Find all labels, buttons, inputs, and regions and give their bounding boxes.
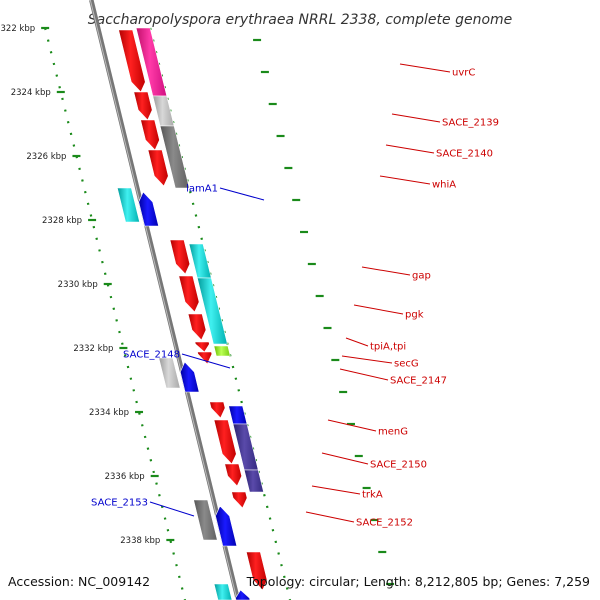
ruler-tick-label: 2332 kbp bbox=[73, 344, 113, 354]
map-title: Saccharopolyspora erythraea NRRL 2338, c… bbox=[88, 12, 513, 28]
gene-label-forward: gap bbox=[412, 271, 431, 282]
ruler-tick-label: 2334 kbp bbox=[89, 408, 129, 418]
gene-feature bbox=[147, 149, 169, 187]
ruler-tick-label: 2338 kbp bbox=[120, 536, 160, 546]
gene-label-forward: menG bbox=[378, 427, 408, 438]
gene-feature bbox=[194, 341, 210, 353]
ruler: 2322 kbp 2324 kbp 2326 kbp 2328 kbp 2330 kbp… bbox=[0, 24, 395, 586]
gene-feature bbox=[179, 361, 200, 393]
gene-features bbox=[116, 27, 268, 600]
gene-feature bbox=[245, 551, 268, 591]
gene-feature bbox=[187, 313, 207, 341]
gene-feature bbox=[133, 91, 153, 121]
gene-feature bbox=[243, 469, 264, 493]
accession-text: Accession: NC_009142 bbox=[8, 574, 150, 589]
gene-feature bbox=[118, 29, 146, 93]
leader-line bbox=[219, 187, 265, 201]
gene-feature bbox=[215, 505, 238, 547]
leader-line bbox=[399, 63, 451, 73]
gene-label-forward: pgk bbox=[405, 310, 424, 321]
gene-label-forward: SACE_2150 bbox=[370, 460, 427, 471]
gene-feature bbox=[140, 119, 160, 151]
gene-feature bbox=[232, 423, 259, 471]
ruler-tick-label: 2326 kbp bbox=[26, 152, 66, 162]
gene-feature bbox=[235, 589, 251, 600]
ruler-tick-label: 2336 kbp bbox=[105, 472, 145, 482]
gene-feature bbox=[213, 583, 233, 600]
gene-feature bbox=[213, 419, 237, 465]
leader-line bbox=[385, 144, 435, 154]
gene-feature bbox=[138, 191, 159, 227]
gene-label-forward: secG bbox=[394, 359, 419, 370]
gene-feature bbox=[197, 351, 213, 365]
leader-line bbox=[321, 452, 369, 465]
gene-feature bbox=[231, 491, 248, 509]
label-leader-lines bbox=[149, 63, 451, 523]
gene-feature bbox=[224, 463, 243, 487]
genome-summary-text: Topology: circular; Length: 8,212,805 bp… bbox=[246, 574, 590, 589]
ruler-tick-label: 2324 kbp bbox=[11, 88, 51, 98]
gene-label-forward: SACE_2139 bbox=[442, 118, 499, 129]
gene-labels: uvrC SACE_2139 SACE_2140 whiA gap pgk tpiA,tpi… bbox=[91, 68, 499, 529]
leader-line bbox=[341, 355, 393, 364]
leader-line bbox=[353, 304, 404, 315]
leader-line bbox=[149, 501, 195, 517]
backbone-line bbox=[89, 0, 241, 600]
gene-feature bbox=[159, 125, 190, 189]
leader-line bbox=[345, 337, 369, 347]
gene-feature bbox=[178, 275, 200, 313]
gene-feature bbox=[228, 405, 248, 425]
leader-line bbox=[305, 511, 355, 523]
leader-line bbox=[379, 175, 431, 185]
gene-label-forward: tpiA,tpi bbox=[370, 342, 406, 353]
gene-feature bbox=[158, 357, 181, 389]
gene-label-forward: SACE_2152 bbox=[356, 518, 413, 529]
gene-label-forward: SACE_2147 bbox=[390, 376, 447, 387]
leader-line bbox=[327, 419, 377, 432]
gene-feature bbox=[169, 239, 191, 275]
gene-label-reverse: SACE_2153 bbox=[91, 498, 148, 509]
gene-feature bbox=[213, 345, 231, 357]
gene-label-forward: whiA bbox=[432, 180, 456, 191]
leader-line bbox=[391, 113, 441, 123]
genome-backbone bbox=[89, 0, 241, 600]
gene-feature bbox=[209, 401, 226, 419]
ruler-tick-label: 2330 kbp bbox=[58, 280, 98, 290]
gene-label-reverse: lamA1 bbox=[186, 184, 218, 195]
gene-label-forward: trkA bbox=[362, 490, 383, 501]
gene-label-forward: uvrC bbox=[452, 68, 475, 79]
gene-feature bbox=[116, 187, 140, 223]
gene-feature bbox=[196, 277, 228, 345]
leader-line bbox=[311, 485, 361, 495]
backbone-highlight bbox=[89, 0, 238, 600]
ruler-tick-label: 2328 kbp bbox=[42, 216, 82, 226]
gene-label-reverse: SACE_2148 bbox=[123, 350, 180, 361]
ruler-tick-label: 2322 kbp bbox=[0, 24, 35, 34]
leader-line bbox=[181, 353, 231, 369]
gene-feature bbox=[193, 499, 218, 541]
gene-label-forward: SACE_2140 bbox=[436, 149, 493, 160]
leader-line bbox=[361, 266, 411, 276]
leader-line bbox=[339, 368, 389, 381]
